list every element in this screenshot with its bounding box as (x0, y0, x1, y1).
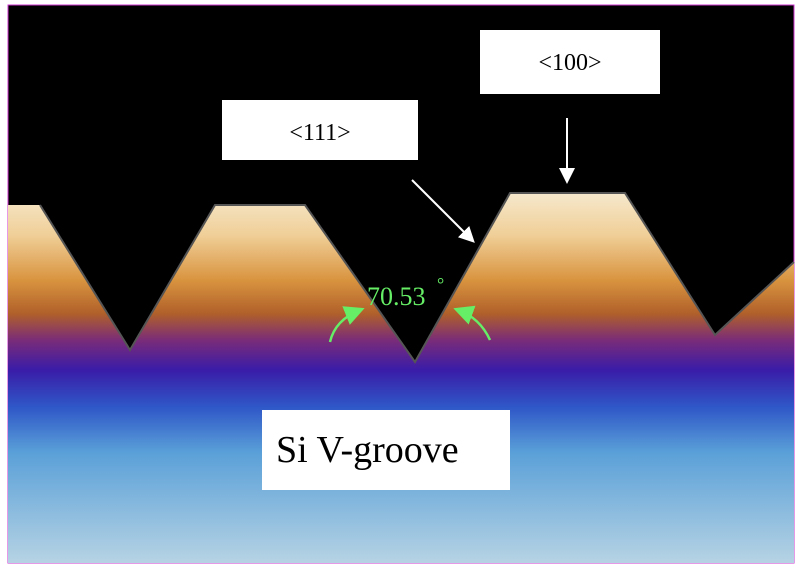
micrograph: <100> <111> 70.53 ° Si V-groove (0, 0, 795, 565)
angle-label: 70.53 (367, 282, 426, 311)
angle-unit: ° (437, 274, 444, 294)
plane-label: <111> (289, 120, 350, 146)
caption: Si V-groove (276, 429, 459, 471)
plane-label: <100> (538, 50, 601, 76)
